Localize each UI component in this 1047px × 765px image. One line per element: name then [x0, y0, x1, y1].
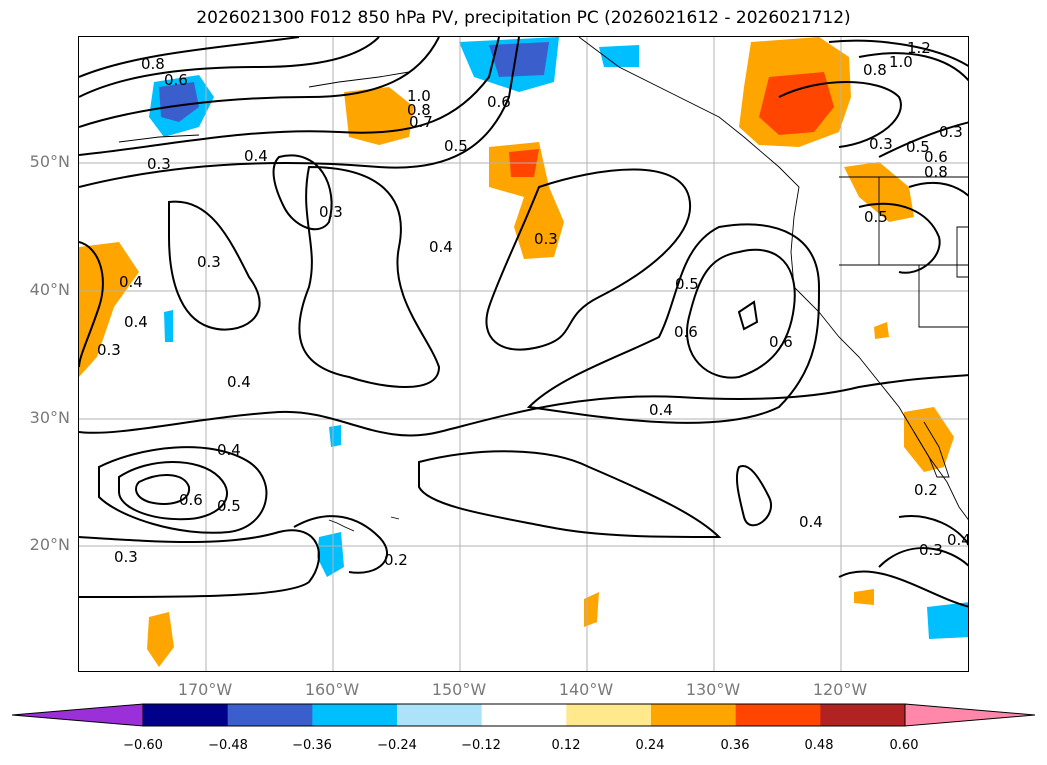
- map-canvas: 0.8 0.6 0.3 0.4 0.3 0.3 0.4 0.3 0.4 0.4 …: [79, 37, 969, 671]
- precip-negative-region-strong: [489, 42, 549, 77]
- precip-positive-region: [584, 592, 599, 627]
- precip-negative-region: [329, 425, 341, 447]
- colorbar-segment: [651, 704, 737, 726]
- precip-negative-region: [599, 45, 639, 67]
- contour-label: 0.3: [939, 123, 963, 141]
- precip-positive-region: [489, 142, 564, 259]
- contour-label: 0.3: [147, 155, 171, 173]
- colorbar-tick-label: 0.36: [720, 738, 750, 753]
- contour-label: 0.3: [319, 203, 343, 221]
- contour-label: 0.8: [407, 101, 431, 119]
- colorbar-segment: [397, 704, 483, 726]
- colorbar-tick-label: 0.48: [804, 738, 834, 753]
- lon-label: 140°W: [558, 680, 614, 699]
- contour-label: 0.8: [141, 55, 165, 73]
- colorbar-tick-label: −0.48: [208, 738, 248, 753]
- contour-label: 0.5: [675, 275, 699, 293]
- contour-label: 0.7: [409, 113, 433, 131]
- colorbar-tick-label: −0.60: [123, 738, 163, 753]
- precip-negative-region: [164, 310, 173, 342]
- contour-label: 0.3: [97, 341, 121, 359]
- contour-label: 0.6: [924, 148, 948, 166]
- precip-positive-region: [79, 242, 139, 377]
- lon-label: 160°W: [304, 680, 360, 699]
- contour-label: 0.3: [197, 253, 221, 271]
- colorbar: [12, 703, 1036, 727]
- contour-label: 0.3: [869, 135, 893, 153]
- graticule: [79, 37, 968, 671]
- contour-label: 0.6: [487, 93, 511, 111]
- contour-label: 0.5: [864, 208, 888, 226]
- lon-label: 150°W: [431, 680, 487, 699]
- contour-label: 0.3: [534, 230, 558, 248]
- map-panel: 0.8 0.6 0.3 0.4 0.3 0.3 0.4 0.3 0.4 0.4 …: [78, 36, 969, 672]
- coastlines: [118, 37, 968, 532]
- precip-negative-region: [317, 532, 344, 577]
- lon-label: 120°W: [812, 680, 868, 699]
- colorbar-tick-label: 0.24: [635, 738, 665, 753]
- map-title: 2026021300 F012 850 hPa PV, precipitatio…: [196, 8, 851, 28]
- lat-label: 30°N: [29, 408, 70, 427]
- colorbar-segment: [481, 704, 567, 726]
- colorbar-extension-low: [12, 703, 144, 727]
- precip-positive-region: [874, 322, 889, 339]
- colorbar-segment: [735, 704, 821, 726]
- contour-label: 0.5: [217, 497, 241, 515]
- contour-label: 0.8: [924, 163, 948, 181]
- contour-label: 0.6: [179, 491, 203, 509]
- contour-label: 0.5: [444, 137, 468, 155]
- colorbar-tick-label: −0.12: [461, 738, 501, 753]
- contour-label: 0.4: [799, 513, 823, 531]
- contour-label: 0.4: [649, 401, 673, 419]
- colorbar-tick-label: 0.60: [889, 738, 919, 753]
- colorbar-tick-label: 0.12: [551, 738, 581, 753]
- contour-label: 0.6: [674, 323, 698, 341]
- precip-positive-region: [854, 589, 874, 605]
- contour-label: 0.4: [227, 373, 251, 391]
- colorbar-segment: [227, 704, 313, 726]
- precip-negative-region-strong: [159, 82, 199, 122]
- contour-label: 0.4: [244, 147, 268, 165]
- contour-label: 1.2: [907, 39, 931, 57]
- pv-contours: [79, 37, 968, 608]
- colorbar-extension-high: [904, 703, 1036, 727]
- colorbar-tick-label: −0.24: [377, 738, 417, 753]
- contour-label: 0.4: [947, 531, 969, 549]
- colorbar-segment: [312, 704, 398, 726]
- colorbar-segment: [566, 704, 652, 726]
- contour-label: 0.4: [119, 273, 143, 291]
- contour-labels: 0.8 0.6 0.3 0.4 0.3 0.3 0.4 0.3 0.4 0.4 …: [97, 39, 969, 569]
- contour-label: 0.2: [384, 551, 408, 569]
- precip-shading: [79, 37, 968, 667]
- contour-label: 0.6: [164, 71, 188, 89]
- precip-strong-region: [759, 72, 834, 135]
- precip-positive-region: [344, 87, 414, 145]
- precip-positive-region: [904, 407, 954, 472]
- colorbar-segment: [143, 704, 229, 726]
- precip-positive-region: [147, 612, 174, 667]
- contour-label: 0.3: [919, 541, 943, 559]
- colorbar-segment: [820, 704, 906, 726]
- lat-label: 50°N: [29, 152, 70, 171]
- contour-label: 0.8: [863, 61, 887, 79]
- precip-negative-region: [927, 602, 968, 639]
- contour-label: 0.4: [217, 441, 241, 459]
- lon-label: 170°W: [177, 680, 233, 699]
- contour-label: 1.0: [407, 87, 431, 105]
- lat-label: 20°N: [29, 535, 70, 554]
- colorbar-tick-label: −0.36: [292, 738, 332, 753]
- contour-label: 0.3: [114, 548, 138, 566]
- lat-label: 40°N: [29, 280, 70, 299]
- contour-label: 1.0: [889, 53, 913, 71]
- contour-label: 0.6: [769, 333, 793, 351]
- contour-label: 0.2: [914, 481, 938, 499]
- contour-label: 0.4: [124, 313, 148, 331]
- contour-label: 0.4: [429, 238, 453, 256]
- contour-label: 0.5: [906, 138, 930, 156]
- lon-label: 130°W: [685, 680, 741, 699]
